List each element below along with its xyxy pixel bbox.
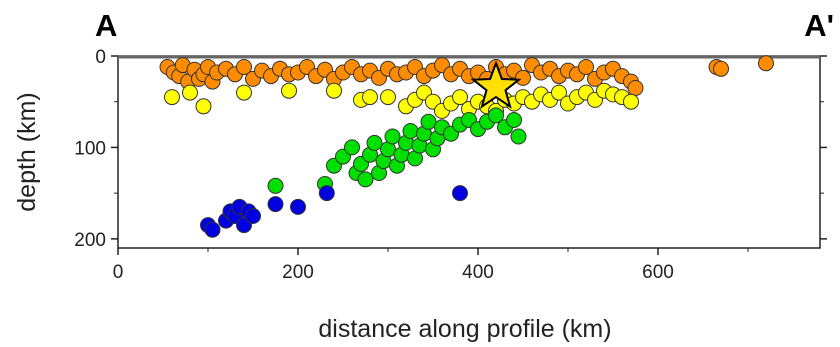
earthquake-point [578,59,594,75]
earthquake-point [506,112,522,128]
earthquake-point [623,93,639,110]
data-points [159,55,774,238]
earthquake-point [267,177,284,194]
earthquake-point [713,60,729,77]
x-tick-label: 200 [282,262,314,283]
earthquake-point [402,123,419,139]
earthquake-point [366,134,383,151]
earthquake-point [318,185,335,202]
earthquake-point [236,84,252,101]
y-tick-label: 100 [74,138,106,159]
earthquake-point [510,128,527,145]
earthquake-point [488,107,504,124]
earthquake-point [326,82,342,99]
earthquake-point [344,139,360,156]
earthquake-point [236,59,252,75]
mainshock-star [470,60,522,109]
earthquake-point [182,84,198,101]
x-tick-label: 0 [113,262,124,283]
y-tick-label: 0 [95,47,106,68]
earthquake-point [515,69,531,86]
x-tick-label: 400 [462,262,494,283]
x-tick-label: 600 [642,262,674,283]
earthquake-point [551,84,567,101]
earthquake-point [267,196,284,213]
earthquake-point [245,208,261,224]
earthquake-point [384,128,401,145]
y-axis-title: depth (km) [13,92,41,211]
earthquake-point [195,98,212,115]
earthquake-point [627,80,644,96]
earthquake-point [380,89,396,106]
earthquake-point [357,171,374,188]
corner-label-a-prime: A' [804,8,834,43]
earthquake-point [281,82,297,99]
axis-ticks: 0 200 400 600 0 100 200 [74,47,827,283]
earthquake-point [164,89,180,106]
x-axis-title: distance along profile (km) [318,315,611,343]
earthquake-point [290,198,306,215]
earthquake-point [758,55,774,72]
earthquake-point [452,89,468,106]
y-tick-label: 200 [74,230,106,251]
earthquake-point [452,185,468,202]
earthquake-point [362,89,378,106]
earthquake-point [204,221,221,238]
corner-label-a: A [95,8,117,43]
earthquake-point [420,113,437,130]
